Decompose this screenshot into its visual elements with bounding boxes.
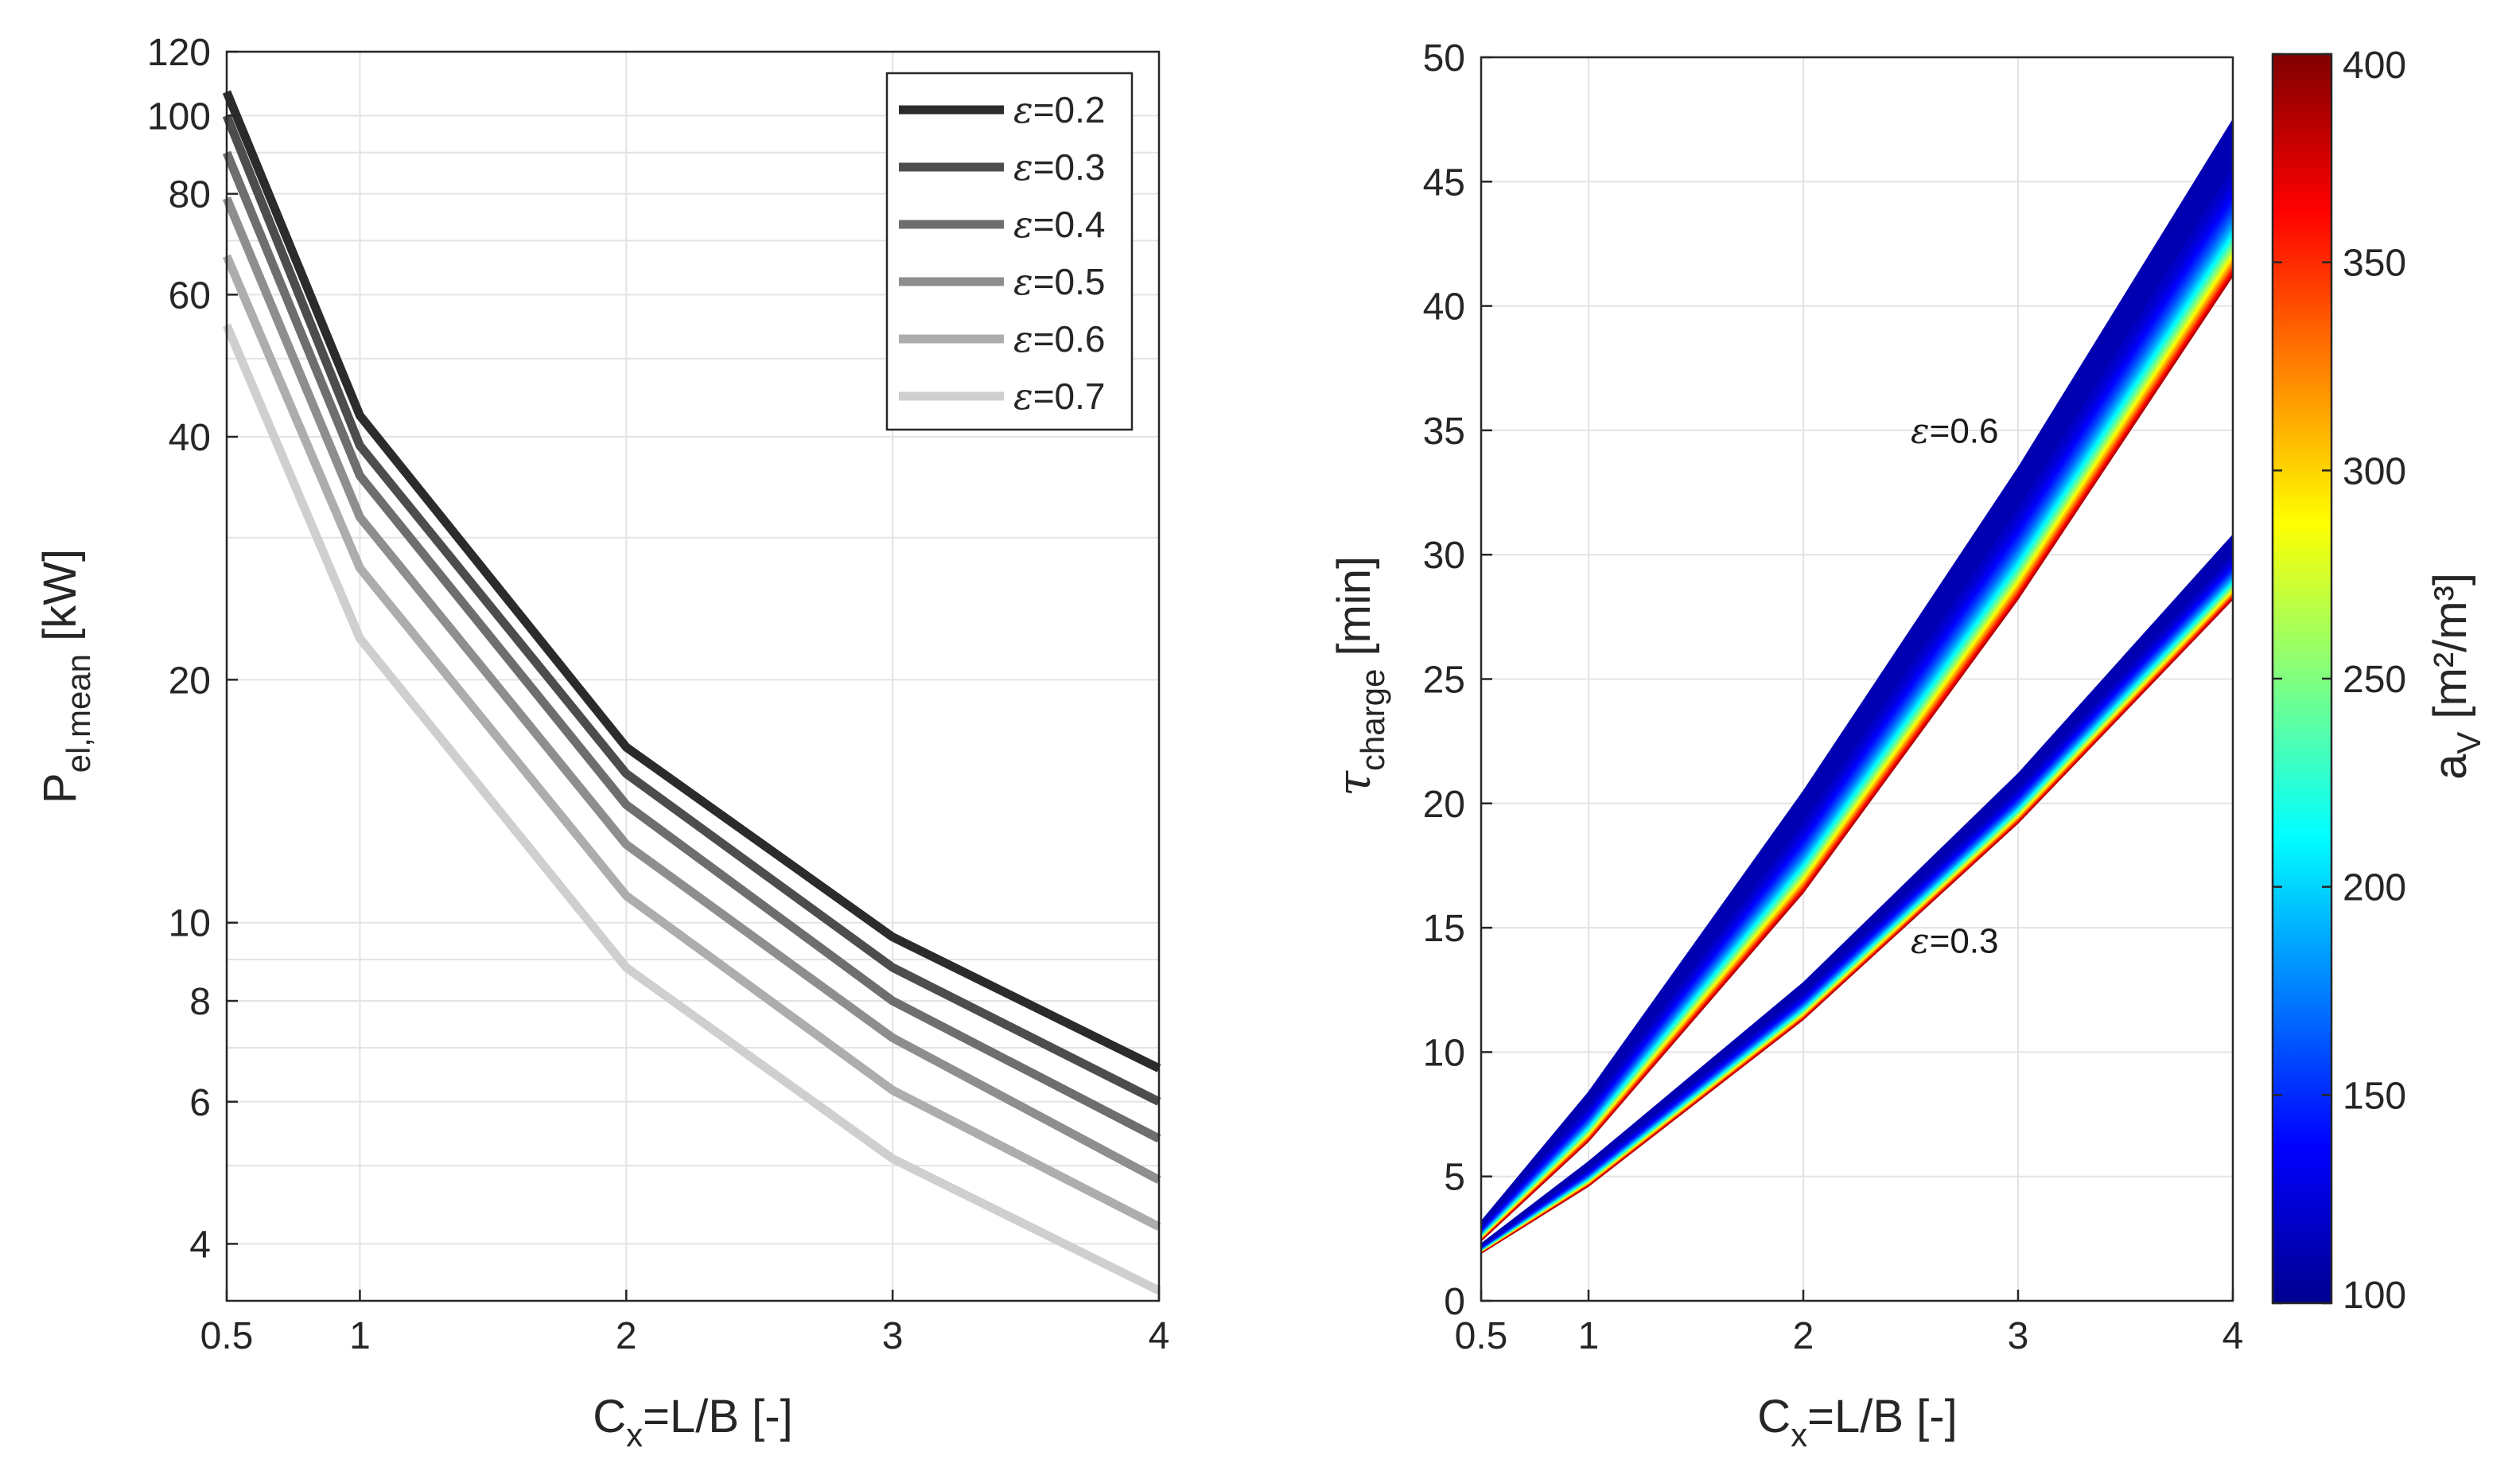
- legend-box: [885, 72, 1134, 431]
- legend-label: ε=0.7: [1013, 375, 1106, 418]
- right-y-tick-label: 50: [1423, 37, 1465, 80]
- left-y-tick-label: 10: [169, 903, 211, 945]
- right-x-tick-label: 3: [2008, 1315, 2029, 1357]
- colorbar-label: aV [m²/m³]: [2425, 573, 2487, 780]
- colorbar-tick-label: 350: [2343, 243, 2406, 285]
- left-chart: 0.5 1 2 3 4 4 6 8 10 20 40 60 80 100 120 Cx=L/B [-] P…: [34, 32, 1169, 1454]
- right-x-ticks: 0.5 1 2 3 4: [1455, 1290, 2244, 1357]
- left-x-axis-label: Cx=L/B [-]: [593, 1391, 792, 1454]
- legend-label: ε=0.5: [1013, 260, 1106, 303]
- left-y-tick-label: 100: [147, 95, 211, 138]
- right-x-tick-label: 1: [1578, 1315, 1600, 1357]
- left-y-ticks: 4 6 8 10 20 40 60 80 100 120: [147, 32, 238, 1266]
- colorbar-tick-label: 250: [2343, 659, 2406, 701]
- right-x-tick-label: 4: [2222, 1315, 2244, 1357]
- series-line-eps-0.7: [222, 323, 1161, 1295]
- left-y-tick-label: 4: [189, 1224, 211, 1266]
- left-x-ticks: 0.5 1 2 3 4: [200, 1290, 1170, 1357]
- band-label: ε=0.3: [1911, 921, 1999, 961]
- right-x-tick-label: 0.5: [1455, 1315, 1508, 1357]
- left-x-tick-label: 2: [616, 1315, 637, 1357]
- right-y-tick-label: 25: [1423, 660, 1465, 702]
- legend-label: ε=0.3: [1013, 146, 1106, 189]
- left-x-tick-label: 4: [1149, 1315, 1170, 1357]
- band-label: ε=0.6: [1911, 411, 1999, 452]
- left-y-tick-label: 120: [147, 32, 211, 74]
- right-y-tick-label: 15: [1423, 908, 1465, 950]
- left-y-tick-label: 20: [169, 660, 211, 702]
- colorbar-ticks: 100 150 200 250 300 350 400: [2273, 45, 2406, 1317]
- left-x-tick-label: 3: [882, 1315, 904, 1357]
- colorbar-tick-label: 200: [2343, 867, 2406, 909]
- left-y-tick-label: 60: [169, 274, 211, 317]
- right-y-tick-label: 10: [1423, 1032, 1465, 1074]
- left-y-tick-label: 6: [189, 1082, 211, 1124]
- left-y-tick-label: 80: [169, 174, 211, 216]
- right-y-tick-label: 35: [1423, 411, 1465, 453]
- right-band-labels: ε=0.6 ε=0.3: [1911, 411, 1999, 962]
- legend-label: ε=0.6: [1013, 317, 1106, 360]
- colorbar-tick-label: 100: [2343, 1275, 2406, 1317]
- left-x-tick-label: 0.5: [200, 1315, 254, 1357]
- right-y-tick-label: 40: [1423, 286, 1465, 329]
- left-y-tick-label: 8: [189, 981, 211, 1023]
- legend: ε=0.2 ε=0.3 ε=0.4 ε=0.5 ε=0.6 ε=0.7: [885, 72, 1134, 431]
- colorbar: 100 150 200 250 300 350 400 aV [m²/m³]: [2271, 45, 2487, 1317]
- left-series-lines: [222, 90, 1161, 1295]
- right-x-axis-label: Cx=L/B [-]: [1757, 1391, 1957, 1454]
- left-y-axis-label: Pel,mean [kW]: [34, 549, 97, 804]
- left-plot-frame: [225, 50, 1161, 1302]
- right-y-tick-label: 0: [1444, 1281, 1465, 1323]
- right-y-tick-label: 30: [1423, 535, 1465, 577]
- legend-label: ε=0.2: [1013, 88, 1106, 131]
- colorbar-tick-label: 400: [2343, 45, 2406, 87]
- series-line-eps-0.5: [222, 197, 1161, 1184]
- left-x-tick-label: 1: [349, 1315, 371, 1357]
- left-y-tick-label: 40: [169, 417, 211, 459]
- right-y-tick-label: 5: [1444, 1157, 1465, 1199]
- series-line-eps-0.6: [222, 254, 1161, 1231]
- colorbar-tick-label: 150: [2343, 1075, 2406, 1117]
- right-y-tick-label: 20: [1423, 784, 1465, 826]
- legend-label: ε=0.4: [1013, 203, 1106, 246]
- right-y-axis-label: τcharge [min]: [1327, 556, 1391, 796]
- right-x-tick-label: 2: [1793, 1315, 1814, 1357]
- series-line-eps-0.3: [222, 114, 1161, 1106]
- right-y-tick-label: 45: [1423, 162, 1465, 204]
- series-line-eps-0.4: [222, 150, 1161, 1143]
- colorbar-tick-label: 300: [2343, 450, 2406, 492]
- series-line-eps-0.2: [222, 90, 1161, 1072]
- right-y-ticks: 0 5 10 15 20 25 30 35 40 45 50: [1423, 37, 1492, 1323]
